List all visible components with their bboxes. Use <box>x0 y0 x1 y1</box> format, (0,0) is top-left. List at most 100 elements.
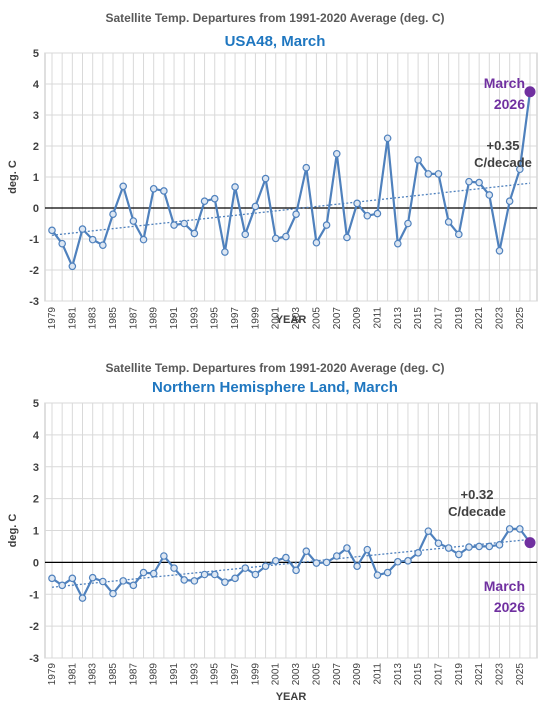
data-point <box>170 564 178 572</box>
y-tick-label: 3 <box>33 462 39 474</box>
data-point <box>88 235 97 244</box>
y-tick-label: -2 <box>29 265 39 277</box>
y-tick-label: 2 <box>33 141 39 153</box>
data-point <box>78 594 87 602</box>
x-tick-label: 2021 <box>474 663 485 686</box>
chart-title: Satellite Temp. Departures from 1991-202… <box>105 11 444 25</box>
trend-annotation: +0.35 C/decade <box>474 138 532 170</box>
data-point <box>434 170 443 178</box>
x-tick-label: 1983 <box>88 307 99 330</box>
x-tick-label: 1991 <box>169 663 180 686</box>
data-point <box>353 562 361 571</box>
data-point <box>475 178 483 187</box>
x-axis-label: YEAR <box>276 314 307 326</box>
chart-subtitle: USA48, March <box>225 33 326 50</box>
y-tick-label: -2 <box>29 621 39 633</box>
data-point <box>455 550 463 559</box>
data-point <box>149 569 158 578</box>
x-tick-label: 2013 <box>393 663 404 686</box>
x-tick-label: 1993 <box>189 663 200 686</box>
x-tick-label: 1987 <box>128 307 139 330</box>
x-tick-label: 2007 <box>332 663 343 686</box>
chart-panel-1: Satellite Temp. Departures from 1991-202… <box>7 11 538 330</box>
x-tick-label: 2005 <box>311 663 322 686</box>
data-point <box>302 547 311 556</box>
data-point <box>332 149 341 158</box>
x-tick-label: 2017 <box>433 307 444 330</box>
data-point <box>292 566 300 575</box>
data-point <box>58 239 66 248</box>
data-point <box>404 556 412 565</box>
current-month-label: March 2026 <box>484 578 525 615</box>
data-point <box>292 210 300 219</box>
x-tick-label: 2017 <box>433 663 444 686</box>
x-tick-label: 1993 <box>189 307 200 330</box>
data-point <box>282 232 290 241</box>
y-tick-label: 3 <box>33 110 39 122</box>
x-tick-label: 1999 <box>250 663 261 686</box>
data-point <box>302 163 311 172</box>
data-point <box>119 577 127 585</box>
x-tick-label: 2019 <box>454 663 465 686</box>
data-point <box>261 562 270 571</box>
y-tick-label: 1 <box>33 526 39 538</box>
y-tick-label: 0 <box>33 203 39 215</box>
data-point <box>231 183 239 191</box>
trend-annotation-line: C/decade <box>474 155 532 170</box>
data-point <box>495 541 504 549</box>
x-tick-label: 2003 <box>291 663 302 686</box>
data-point <box>373 571 382 579</box>
data-point <box>109 210 117 219</box>
x-tick-label: 1981 <box>67 663 78 686</box>
data-point <box>109 589 117 598</box>
data-point <box>210 194 219 203</box>
x-tick-label: 1997 <box>230 307 241 330</box>
y-tick-label: -3 <box>29 653 39 665</box>
data-point <box>424 170 433 178</box>
data-point <box>393 557 402 566</box>
trend-annotation: +0.32 C/decade <box>448 487 506 519</box>
x-tick-label: 2025 <box>515 307 526 330</box>
x-tick-label: 2001 <box>271 307 282 330</box>
data-point <box>129 581 138 590</box>
data-point <box>373 209 382 218</box>
current-month-label-line: March <box>484 75 525 91</box>
data-point <box>119 182 127 191</box>
data-point <box>241 230 250 239</box>
current-month-point <box>524 86 536 98</box>
data-point <box>322 558 331 567</box>
x-tick-label: 2023 <box>494 307 505 330</box>
data-point <box>221 578 229 586</box>
data-point <box>404 219 412 228</box>
x-tick-label: 1991 <box>169 307 180 330</box>
data-point <box>139 568 148 577</box>
y-tick-label: 4 <box>33 79 40 91</box>
y-axis-label: deg. C <box>7 514 19 548</box>
y-tick-label: -3 <box>29 296 39 308</box>
data-point <box>160 552 168 560</box>
data-point <box>261 174 270 183</box>
current-month-label: March 2026 <box>484 75 525 112</box>
y-axis-label: deg. C <box>7 160 19 194</box>
data-point <box>444 218 453 226</box>
data-point <box>160 187 168 195</box>
x-tick-label: 2009 <box>352 307 363 330</box>
y-tick-label: 4 <box>33 430 40 442</box>
data-point <box>363 211 372 220</box>
x-tick-label: 1995 <box>210 663 221 686</box>
data-point <box>88 573 97 582</box>
data-point <box>251 202 260 211</box>
data-point <box>414 156 422 164</box>
data-point <box>343 544 351 552</box>
gridlines <box>45 402 537 659</box>
data-point <box>393 239 402 248</box>
data-point <box>139 235 148 244</box>
data-point <box>68 262 77 271</box>
x-tick-label: 1989 <box>149 307 160 330</box>
data-point <box>312 559 321 567</box>
data-point <box>516 165 524 174</box>
data-point <box>129 217 138 225</box>
x-axis-label: YEAR <box>276 691 307 703</box>
data-point <box>312 238 321 247</box>
